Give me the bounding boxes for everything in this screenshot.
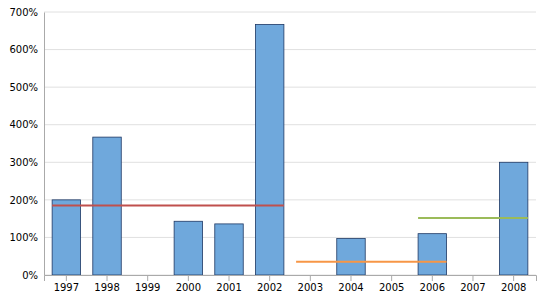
x-tick-mark — [107, 275, 108, 281]
x-tick-label: 2008 — [501, 282, 526, 293]
y-tick: 300% — [9, 157, 44, 168]
x-tick-mark — [188, 275, 189, 281]
y-tick-label: 0% — [22, 270, 38, 281]
x-tick-label: 2007 — [460, 282, 485, 293]
y-tick-label: 500% — [9, 82, 38, 93]
y-tick: 200% — [9, 195, 44, 206]
x-tick: 2001 — [216, 275, 241, 293]
grid-line — [44, 124, 536, 125]
grid-line — [44, 49, 536, 50]
bar — [377, 275, 405, 276]
x-tick-mark — [66, 275, 67, 281]
x-tick: 2003 — [298, 275, 323, 293]
y-tick: 100% — [9, 232, 44, 243]
x-tick-label: 2002 — [257, 282, 282, 293]
bar-series — [52, 24, 528, 275]
bar — [296, 275, 324, 276]
x-axis: 1997 1998 1999 2000 2001 2002 2003 2004 2005 2006… — [45, 275, 537, 293]
x-tick: 1997 — [54, 275, 79, 293]
grid-line — [44, 87, 536, 88]
y-tick: 500% — [9, 82, 44, 93]
x-tick-mark — [269, 275, 270, 281]
bar — [133, 275, 161, 276]
x-tick-label: 2001 — [216, 282, 241, 293]
y-axis-line — [44, 13, 45, 276]
x-tick-label: 2003 — [298, 282, 323, 293]
bar — [255, 24, 283, 275]
x-axis-line — [45, 276, 537, 282]
x-tick-mark — [513, 275, 514, 281]
x-tick: 1999 — [135, 275, 160, 293]
y-tick-label: 700% — [9, 7, 38, 18]
x-tick-mark — [350, 275, 351, 281]
grid — [44, 12, 536, 275]
x-tick-label: 1998 — [94, 282, 119, 293]
x-tick-label: 2006 — [420, 282, 445, 293]
y-tick: 400% — [9, 119, 44, 130]
line-segment — [418, 217, 528, 219]
x-tick-mark — [391, 275, 392, 281]
y-tick-label: 200% — [9, 195, 38, 206]
marks — [52, 24, 528, 275]
x-tick-label: 1999 — [135, 282, 160, 293]
x-tick-mark — [432, 275, 433, 281]
bar — [337, 239, 365, 275]
line-segment — [52, 204, 284, 206]
x-tick-label: 2004 — [338, 282, 363, 293]
y-tick: 600% — [9, 44, 44, 55]
x-tick: 2000 — [176, 275, 201, 293]
x-tick-mark — [472, 275, 473, 281]
x-tick: 2002 — [257, 275, 282, 293]
plot: 0%100%200%300%400%500%600%700%1997199819… — [9, 7, 536, 293]
y-tick: 700% — [9, 7, 44, 18]
y-axis: 0% 100% 200% 300% 400% 500% 600% 700% — [9, 7, 44, 281]
x-tick: 2004 — [338, 275, 363, 293]
x-tick-label: 2005 — [379, 282, 404, 293]
x-tick-label: 2000 — [176, 282, 201, 293]
y-tick-label: 100% — [9, 232, 38, 243]
x-tick-mark — [147, 275, 148, 281]
grid-line — [44, 12, 536, 13]
y-tick-label: 300% — [9, 157, 38, 168]
x-tick-label: 1997 — [54, 282, 79, 293]
bar — [459, 275, 487, 276]
bar — [174, 221, 202, 275]
x-tick: 2006 — [420, 275, 445, 293]
x-tick-mark — [310, 275, 311, 281]
line-segment — [296, 261, 446, 263]
chart: 0%100%200%300%400%500%600%700%1997199819… — [0, 0, 550, 301]
bar — [418, 234, 446, 275]
x-tick-mark — [229, 275, 230, 281]
x-tick: 2007 — [460, 275, 485, 293]
x-tick: 2005 — [379, 275, 404, 293]
bar — [52, 200, 80, 275]
x-tick: 2008 — [501, 275, 526, 293]
y-tick-label: 600% — [9, 44, 38, 55]
x-tick: 1998 — [94, 275, 119, 293]
bar — [215, 224, 243, 275]
y-tick: 0% — [22, 270, 44, 281]
y-tick-label: 400% — [9, 119, 38, 130]
